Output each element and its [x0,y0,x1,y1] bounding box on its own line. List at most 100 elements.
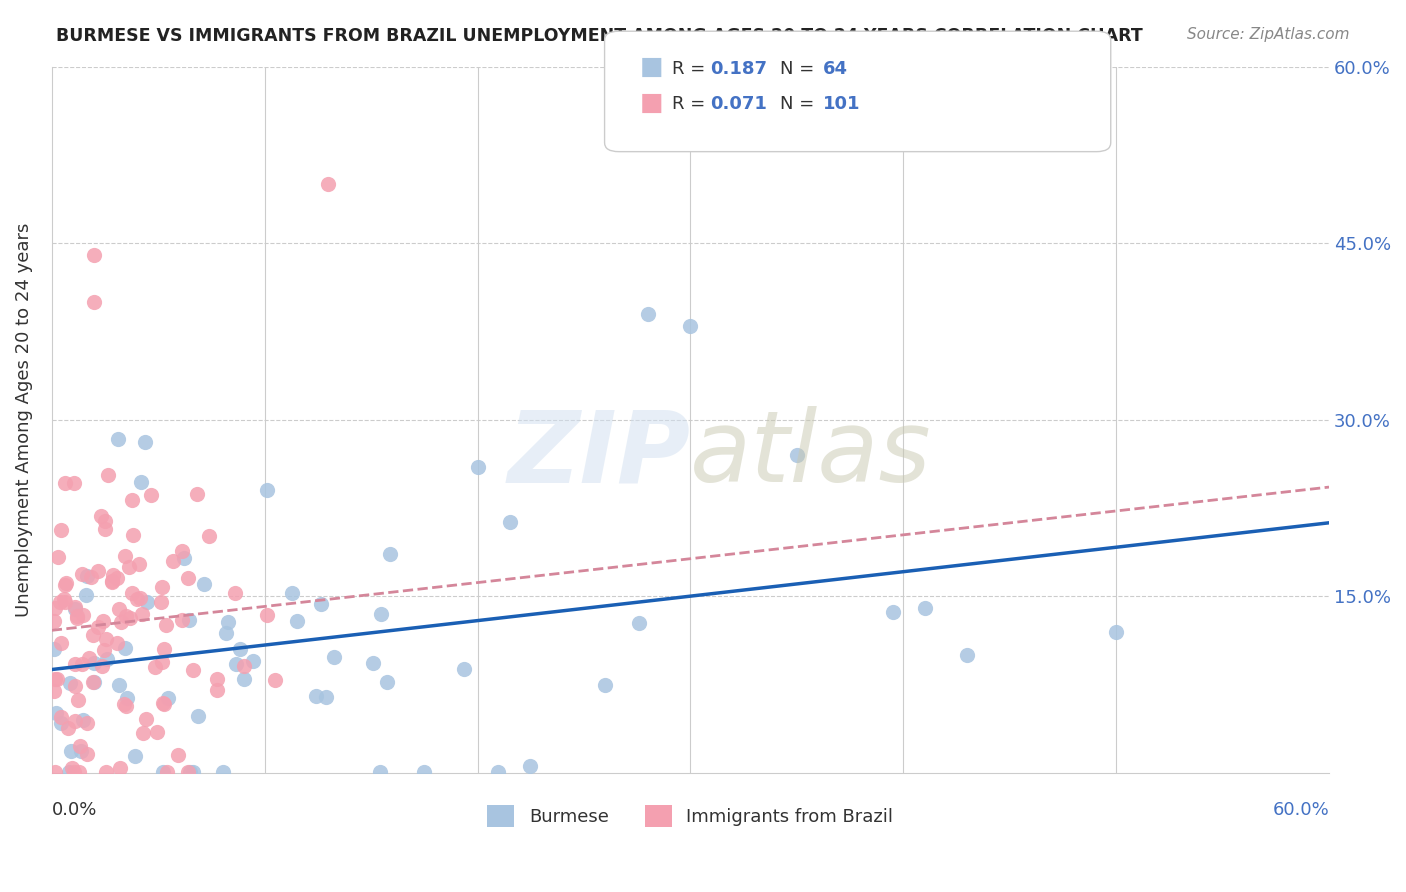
Point [285,614,308,628]
Text: 60.0%: 60.0% [1272,801,1329,819]
Text: 101: 101 [823,95,860,113]
Point [60,762,83,776]
Point [46,549,69,564]
Text: N =: N = [780,95,820,113]
Point [129,591,152,606]
Point [786,448,808,462]
Point [370,607,392,621]
Point [155,618,177,632]
Point [49,710,72,724]
Text: ZIP: ZIP [508,407,690,503]
Point [107,602,129,616]
Point [153,642,176,657]
Point [86,620,108,634]
Point [49,595,72,609]
Point [956,648,979,662]
Point [94,522,117,536]
Point [121,492,143,507]
Point [63,764,86,779]
Point [108,678,131,692]
Point [107,432,129,446]
Point [150,580,173,594]
Point [225,657,247,671]
Point [256,608,278,623]
Point [103,568,125,582]
Point [67,692,90,706]
Text: atlas: atlas [690,407,932,503]
Point [499,515,522,529]
Point [914,601,936,615]
Point [112,697,135,711]
Point [63,602,86,616]
Point [229,642,252,657]
Point [53,592,76,607]
Point [205,673,228,687]
Point [186,487,208,501]
Point [121,586,143,600]
Point [76,747,98,761]
Point [318,178,340,192]
Point [453,662,475,676]
Point [101,574,124,589]
Point [242,653,264,667]
Point [378,547,401,561]
Point [233,659,256,673]
Point [83,656,105,670]
Point [82,674,104,689]
Point [263,673,285,688]
Point [69,764,91,779]
Point [115,691,138,706]
Text: BURMESE VS IMMIGRANTS FROM BRAZIL UNEMPLOYMENT AMONG AGES 20 TO 24 YEARS CORRELA: BURMESE VS IMMIGRANTS FROM BRAZIL UNEMPL… [56,27,1143,45]
Point [56,721,79,735]
Point [51,636,73,650]
Point [114,640,136,655]
Point [187,709,209,723]
Point [83,295,105,310]
Point [42,641,65,656]
Point [91,659,114,673]
Point [75,588,97,602]
Point [224,585,246,599]
Point [315,690,337,705]
Point [91,614,114,628]
Point [181,664,204,678]
Point [309,597,332,611]
Point [217,615,239,629]
Point [118,559,141,574]
Point [62,475,84,490]
Point [281,586,304,600]
Point [145,659,167,673]
Point [63,657,86,671]
Point [96,652,118,666]
Point [53,578,76,592]
Point [90,508,112,523]
Point [135,712,157,726]
Point [72,713,94,727]
Point [679,318,702,333]
Point [53,476,76,491]
Point [152,764,174,779]
Point [637,307,659,321]
Point [198,528,221,542]
Point [1105,624,1128,639]
Point [177,571,200,585]
Point [150,594,173,608]
Point [66,610,89,624]
Point [361,656,384,670]
Point [83,674,105,689]
Point [139,488,162,502]
Point [101,574,124,589]
Text: 0.0%: 0.0% [52,801,97,819]
Text: ■: ■ [640,91,664,114]
Point [486,764,509,779]
Text: N =: N = [780,60,820,78]
Text: R =: R = [672,95,711,113]
Point [49,523,72,537]
Point [49,716,72,731]
Point [628,615,651,630]
Point [166,747,188,762]
Point [110,615,132,630]
Point [59,675,82,690]
Point [413,764,436,779]
Point [115,609,138,624]
